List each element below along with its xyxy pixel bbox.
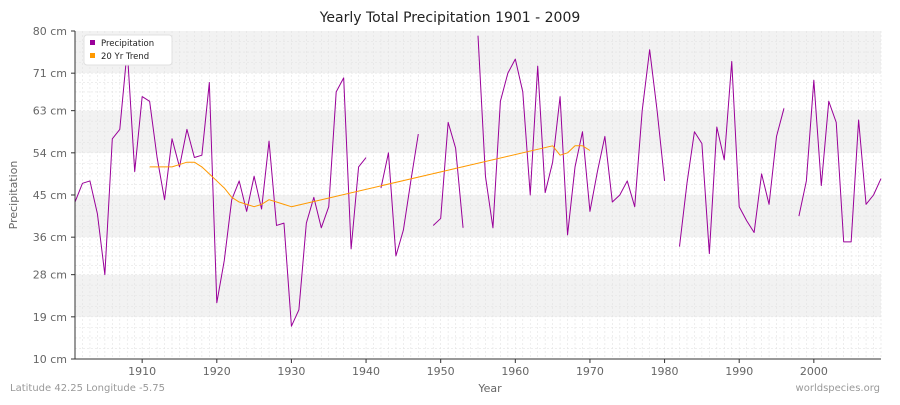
x-tick-labels: 1910 1920 1930 1940 1950 1960 1970 1980 1990 2000 — [128, 365, 828, 378]
y-tick-labels: 10 cm 19 cm 28 cm 36 cm 45 cm 54 cm 63 cm 71 cm… — [33, 25, 67, 366]
y-axis-label: Precipitation — [7, 161, 20, 230]
y-tick-label: 28 cm — [33, 269, 67, 282]
x-tick-label: 1930 — [277, 365, 305, 378]
series-precipitation — [74, 35, 882, 327]
x-tick-label: 2000 — [800, 365, 828, 378]
x-tick-label: 1940 — [352, 365, 380, 378]
y-tick-label: 71 cm — [33, 67, 67, 80]
series-line-segment — [432, 121, 464, 228]
y-tick-label: 80 cm — [33, 25, 67, 38]
series-line-segment — [149, 145, 591, 208]
y-tick-label: 45 cm — [33, 189, 67, 202]
series-line-segment — [74, 49, 367, 327]
series-line-segment — [477, 35, 666, 236]
x-tick-label: 1950 — [427, 365, 455, 378]
series-lines — [74, 35, 882, 327]
x-tick-label: 1920 — [203, 365, 231, 378]
y-tick-label: 36 cm — [33, 231, 67, 244]
x-tick-label: 1910 — [128, 365, 156, 378]
legend-label-precipitation: Precipitation — [101, 39, 154, 49]
series-line-segment — [798, 79, 882, 243]
y-tick-label: 19 cm — [33, 311, 67, 324]
legend-swatch-precipitation — [90, 40, 95, 45]
series-20-yr-trend — [149, 145, 591, 208]
legend-label-trend: 20 Yr Trend — [101, 52, 149, 62]
x-tick-label: 1980 — [651, 365, 679, 378]
series-line-segment — [679, 60, 785, 255]
y-tick-label: 63 cm — [33, 105, 67, 118]
footer-source: worldspecies.org — [795, 383, 880, 394]
legend-swatch-trend — [90, 53, 95, 58]
x-axis-label: Year — [477, 382, 502, 395]
axes — [71, 30, 881, 363]
x-tick-label: 1970 — [576, 365, 604, 378]
legend: Precipitation 20 Yr Trend — [83, 34, 173, 66]
x-tick-label: 1960 — [501, 365, 529, 378]
legend-box — [83, 34, 173, 66]
y-tick-label: 54 cm — [33, 147, 67, 160]
chart-title: Yearly Total Precipitation 1901 - 2009 — [319, 10, 581, 26]
footer-location: Latitude 42.25 Longitude -5.75 — [10, 383, 165, 394]
y-tick-label: 10 cm — [33, 353, 67, 366]
x-tick-label: 1990 — [725, 365, 753, 378]
series-line-segment — [380, 134, 419, 257]
